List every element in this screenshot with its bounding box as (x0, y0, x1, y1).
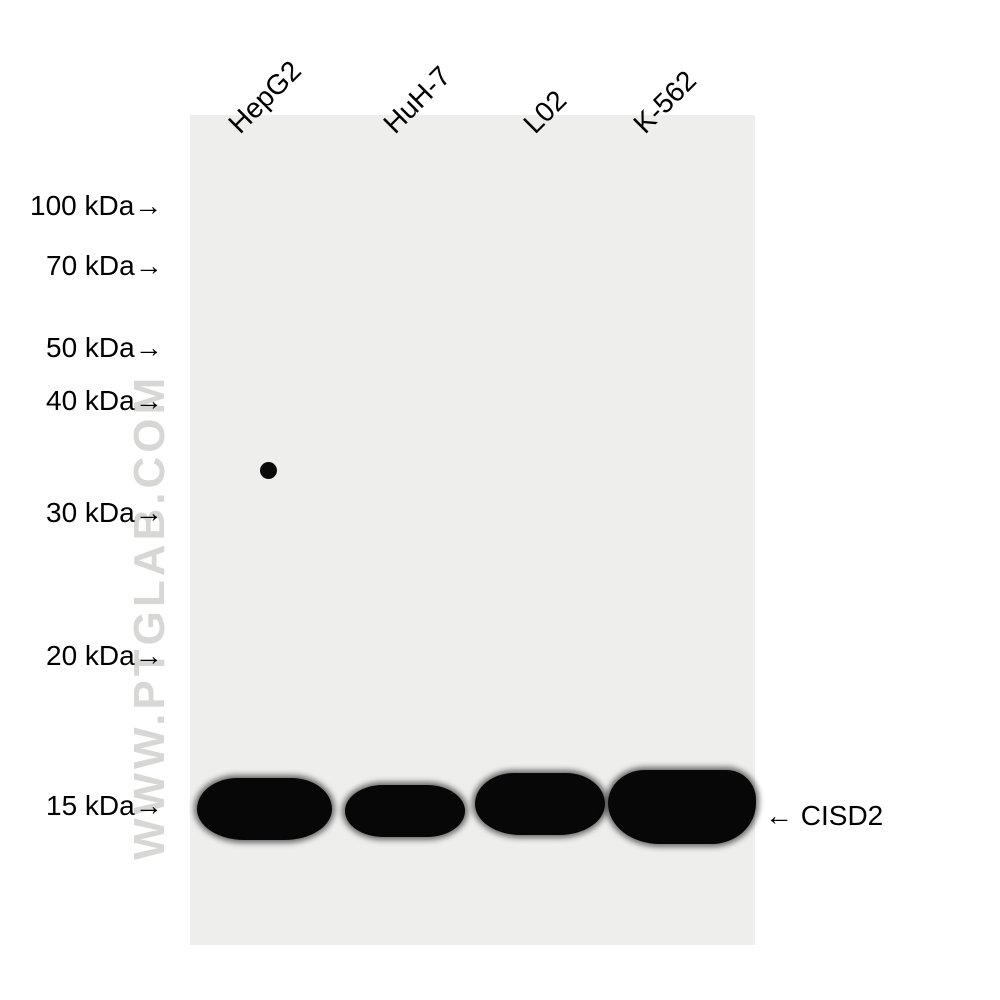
band-lane-4 (608, 770, 756, 844)
watermark-text: WWW.PTGLAB.COM (125, 374, 175, 860)
arrow-left-icon: ← (765, 800, 793, 831)
mw-marker: 15 kDa→ (46, 790, 163, 822)
band-label-text: CISD2 (801, 800, 883, 831)
band-lane-2 (345, 785, 465, 837)
mw-marker: 40 kDa→ (46, 385, 163, 417)
mw-marker: 50 kDa→ (46, 332, 163, 364)
mw-marker: 30 kDa→ (46, 497, 163, 529)
artifact-speck (260, 462, 277, 479)
mw-marker: 100 kDa→ (30, 190, 162, 222)
mw-marker: 70 kDa→ (46, 250, 163, 282)
band-lane-1 (197, 778, 332, 840)
mw-marker: 20 kDa→ (46, 640, 163, 672)
figure-container: { "figure": { "type": "western-blot", "b… (0, 0, 1000, 1000)
band-label-cisd2: ← CISD2 (765, 800, 883, 832)
band-lane-3 (475, 773, 605, 835)
